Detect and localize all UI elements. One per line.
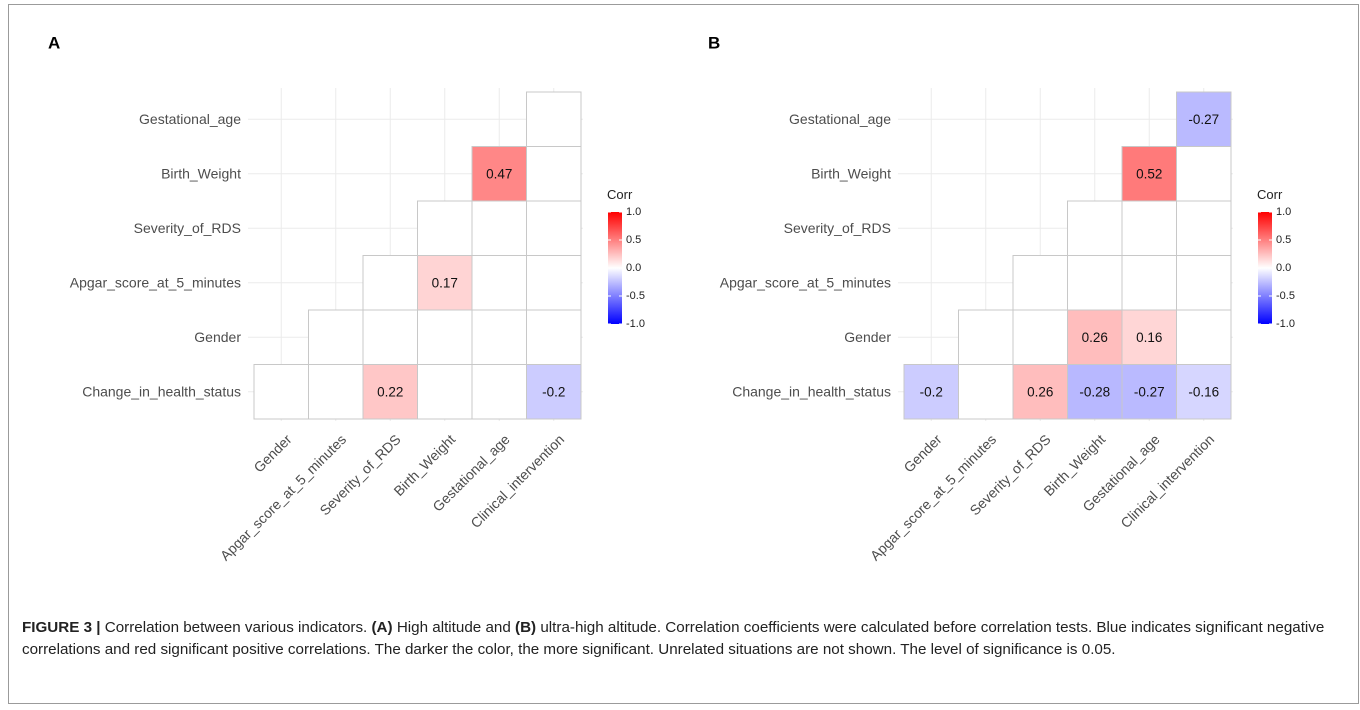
y-tick-label: Apgar_score_at_5_minutes <box>70 274 241 290</box>
heatmap-cell <box>417 200 473 256</box>
heatmap-cell <box>1067 255 1123 311</box>
cell-value-label: -0.16 <box>1188 384 1219 399</box>
panel-b: B -0.27 0.52 0.26 0.16 -0.2 0.26 -0.28 -0.27 -0.1… <box>708 33 1295 563</box>
heatmap-cell <box>417 309 473 365</box>
y-tick-label: Birth_Weight <box>161 165 241 181</box>
cell-value-label: 0.17 <box>432 275 458 290</box>
heatmap-cell <box>526 146 582 202</box>
cell-value-label: 0.47 <box>486 166 512 181</box>
y-tick-label: Gestational_age <box>789 111 891 127</box>
y-tick-label: Severity_of_RDS <box>784 220 891 236</box>
heatmap-cell <box>526 309 582 365</box>
heatmap-cell <box>526 364 582 420</box>
legend-title: Corr <box>607 187 633 202</box>
heatmap-cell <box>1176 255 1232 311</box>
legend-tick-label: 0.5 <box>1276 234 1291 246</box>
heatmap-cell <box>1121 200 1177 256</box>
legend-tick-label: 1.0 <box>626 206 641 218</box>
legend-colorbar <box>608 212 622 324</box>
caption-panel-a-ref: (A) <box>371 619 393 636</box>
heatmap-cell <box>1176 309 1232 365</box>
heatmap-cell <box>1067 309 1123 365</box>
heatmap-cell <box>1121 255 1177 311</box>
legend-tick-label: 0.0 <box>626 262 641 274</box>
heatmap-cell <box>362 255 418 311</box>
caption-text-2: High altitude and <box>392 619 516 636</box>
x-tick-label: Clinical_intervention <box>1117 431 1217 531</box>
cell-value-label: -0.2 <box>920 384 943 399</box>
cell-value-label: 0.16 <box>1136 330 1162 345</box>
cell-value-label: -0.27 <box>1134 384 1165 399</box>
legend-tick-label: 1.0 <box>1276 206 1291 218</box>
caption-label: FIGURE 3 | <box>22 619 101 636</box>
x-tick-label: Gender <box>900 431 945 476</box>
heatmap-cell <box>958 309 1014 365</box>
heatmap-cell <box>1176 146 1232 202</box>
panel-label: B <box>708 33 720 52</box>
legend-tick-label: -1.0 <box>626 318 645 330</box>
heatmap-cell <box>526 91 582 147</box>
y-tick-label: Apgar_score_at_5_minutes <box>720 274 891 290</box>
cell-value-label: 0.52 <box>1136 166 1162 181</box>
y-tick-label: Change_in_health_status <box>732 383 891 399</box>
heatmap-cell <box>1067 364 1123 420</box>
heatmap-cell <box>417 255 473 311</box>
legend-colorbar <box>1258 212 1272 324</box>
cell-value-label: 0.26 <box>1082 330 1108 345</box>
figure-caption: FIGURE 3 | Correlation between various i… <box>22 617 1337 661</box>
heatmap-cell <box>308 309 364 365</box>
heatmap-cell <box>1121 146 1177 202</box>
heatmap-cell <box>1176 364 1232 420</box>
heatmap-cell <box>1012 364 1068 420</box>
heatmap-cell <box>1176 91 1232 147</box>
heatmap-cell <box>1067 200 1123 256</box>
y-tick-label: Gestational_age <box>139 111 241 127</box>
heatmap-cell <box>526 200 582 256</box>
legend-tick-label: -0.5 <box>1276 290 1295 302</box>
heatmap-cell <box>417 364 473 420</box>
y-tick-label: Birth_Weight <box>811 165 891 181</box>
y-tick-label: Severity_of_RDS <box>134 220 241 236</box>
cell-value-label: 0.26 <box>1027 384 1053 399</box>
heatmap-cell <box>471 364 527 420</box>
heatmap-cell <box>362 309 418 365</box>
heatmap-cell <box>308 364 364 420</box>
heatmap-cell <box>903 364 959 420</box>
legend-tick-label: -1.0 <box>1276 318 1295 330</box>
heatmap-cell <box>253 364 309 420</box>
y-tick-label: Gender <box>844 329 891 345</box>
heatmap-cell <box>1012 309 1068 365</box>
panel-a: A 0.47 0.17 0.22 -0.2 Gestational_age Birth_We… <box>48 33 645 563</box>
heatmap-cell <box>958 364 1014 420</box>
x-tick-label: Gender <box>250 431 295 476</box>
heatmap-cell <box>1176 200 1232 256</box>
legend-tick-label: 0.0 <box>1276 262 1291 274</box>
panel-label: A <box>48 33 60 52</box>
legend-tick-label: -0.5 <box>626 290 645 302</box>
heatmap-cell <box>471 255 527 311</box>
heatmap-cell <box>526 255 582 311</box>
legend-title: Corr <box>1257 187 1283 202</box>
cell-value-label: -0.27 <box>1188 112 1219 127</box>
cell-value-label: 0.22 <box>377 384 403 399</box>
heatmap-cell <box>471 146 527 202</box>
y-tick-label: Change_in_health_status <box>82 383 241 399</box>
heatmap-cell <box>471 309 527 365</box>
cell-value-label: -0.2 <box>542 384 565 399</box>
caption-panel-b-ref: (B) <box>515 619 537 636</box>
cell-value-label: -0.28 <box>1079 384 1110 399</box>
heatmap-cell <box>1012 255 1068 311</box>
y-tick-label: Gender <box>194 329 241 345</box>
caption-text-3: ultra-high altitude. Correlation coeffic… <box>22 619 1325 658</box>
heatmap-cell <box>471 200 527 256</box>
caption-text-1: Correlation between various indicators. <box>100 619 372 636</box>
x-tick-label: Clinical_intervention <box>467 431 567 531</box>
legend-tick-label: 0.5 <box>626 234 641 246</box>
heatmap-cell <box>362 364 418 420</box>
heatmap-cell <box>1121 309 1177 365</box>
